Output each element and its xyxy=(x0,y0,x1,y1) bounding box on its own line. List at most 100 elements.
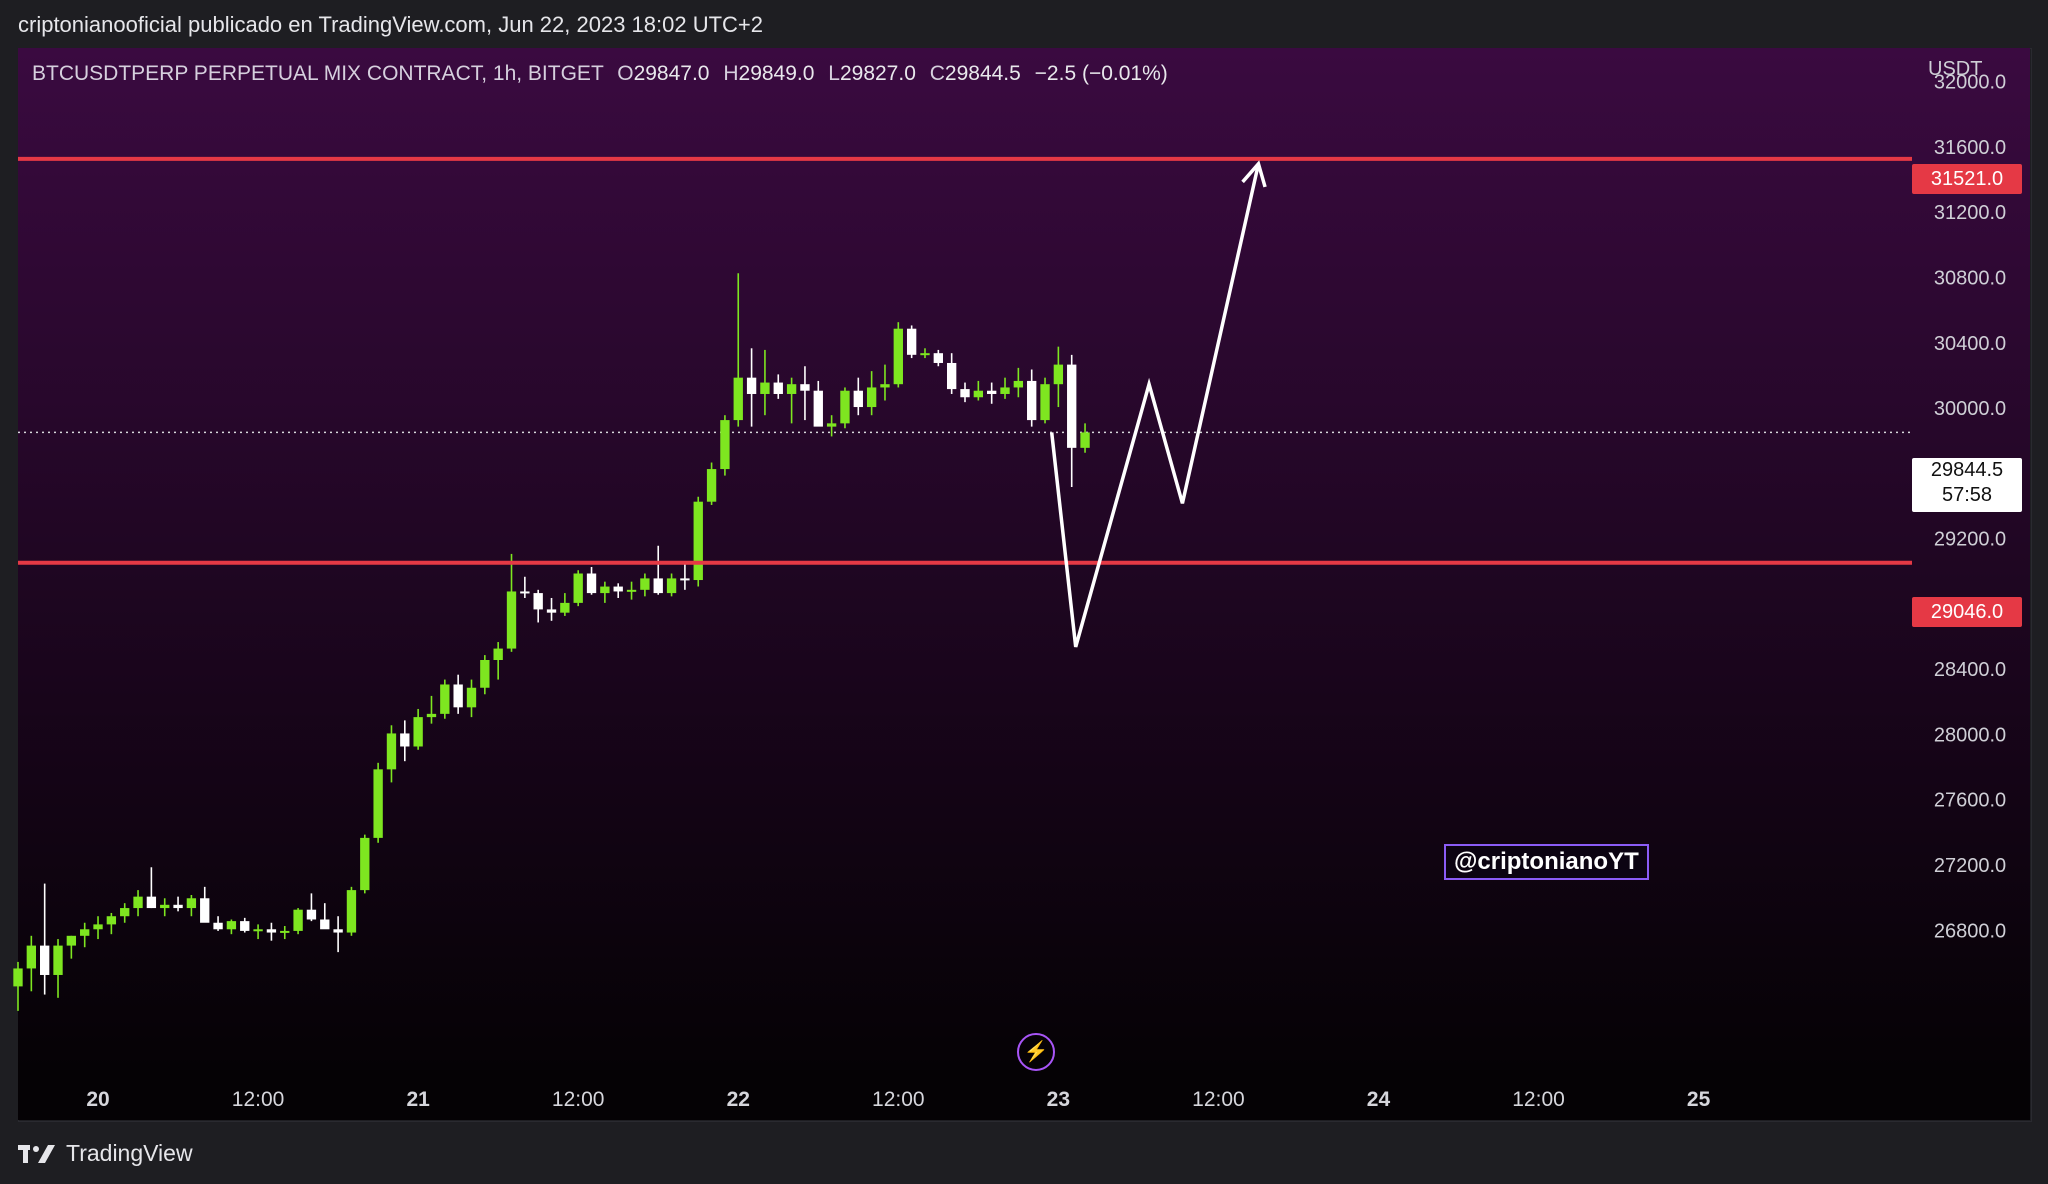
x-tick-label: 24 xyxy=(1367,1088,1391,1111)
x-tick-label: 12:00 xyxy=(1192,1088,1245,1111)
candle-body xyxy=(280,930,290,933)
chart-background xyxy=(18,48,2030,1068)
x-tick-label: 12:00 xyxy=(552,1088,605,1111)
low-label: L xyxy=(828,62,840,85)
candle-body xyxy=(920,353,930,356)
x-tick-label: 25 xyxy=(1687,1088,1711,1111)
candle-body xyxy=(266,929,277,933)
candle-body xyxy=(866,387,877,408)
candle-body xyxy=(120,908,130,917)
candle-body xyxy=(893,328,903,385)
candle-body xyxy=(213,922,223,930)
level-bottom-label: 29046.0 xyxy=(1912,597,2022,627)
symbol-name: BTCUSDTPERP PERPETUAL MIX CONTRACT, 1h, … xyxy=(32,62,604,85)
publisher-line: criptonianooficial publicado en TradingV… xyxy=(18,12,764,37)
open-label: O xyxy=(617,62,634,85)
candle-body xyxy=(880,384,890,388)
currency-label[interactable]: USDT xyxy=(1928,58,1983,80)
x-tick-label: 12:00 xyxy=(1512,1088,1565,1111)
candle-body xyxy=(733,377,743,421)
candle-body xyxy=(826,423,837,427)
candle-body xyxy=(360,837,370,891)
candle-body xyxy=(373,769,383,838)
x-tick-label: 21 xyxy=(406,1088,430,1111)
candle-body xyxy=(106,916,117,925)
change-value: −2.5 (−0.01%) xyxy=(1034,62,1168,85)
high-value: 29849.0 xyxy=(738,62,815,85)
level-top-label: 31521.0 xyxy=(1912,164,2022,194)
candle-body xyxy=(93,924,103,930)
candle-body xyxy=(706,469,717,502)
y-tick-label: 31200.0 xyxy=(1934,202,2006,224)
candle-body xyxy=(1080,432,1090,448)
x-tick-label: 22 xyxy=(727,1088,750,1111)
candle-body xyxy=(80,929,90,936)
last-price-label: 29844.5 xyxy=(1930,459,2004,481)
close-value: 29844.5 xyxy=(944,62,1021,85)
y-tick-label: 26800.0 xyxy=(1934,920,2006,942)
candle-body xyxy=(573,573,583,603)
candle-body xyxy=(1027,380,1037,421)
candle-body xyxy=(240,921,250,931)
candle-body xyxy=(933,353,943,363)
candle-body xyxy=(186,898,197,909)
candle-body xyxy=(906,328,917,355)
projection-arrowhead xyxy=(1241,160,1267,188)
lightning-icon[interactable]: ⚡ xyxy=(1017,1033,1055,1071)
candle-body xyxy=(600,586,610,594)
projection-path[interactable] xyxy=(1049,163,1261,648)
candle-body xyxy=(800,384,810,391)
x-tick-label: 20 xyxy=(86,1088,109,1111)
candle-body xyxy=(466,687,477,708)
candle-body xyxy=(493,648,503,660)
candle-body xyxy=(160,904,170,909)
candle-body xyxy=(333,929,343,933)
candle-body xyxy=(346,890,357,933)
candle-body xyxy=(133,896,143,909)
countdown-label: 57:58 xyxy=(1941,484,1993,506)
candle-body xyxy=(506,591,517,649)
candle-body xyxy=(720,420,730,470)
candle-body xyxy=(813,390,823,427)
y-tick-label: 27200.0 xyxy=(1934,855,2006,877)
candle-body xyxy=(666,578,677,594)
candle-body xyxy=(293,909,303,931)
candle-body xyxy=(480,660,490,688)
candle-body xyxy=(400,733,410,747)
candle-body xyxy=(40,945,50,975)
candle-body xyxy=(987,390,997,394)
candle-body xyxy=(146,896,157,909)
candle-body xyxy=(960,389,970,398)
candle-body xyxy=(200,898,210,923)
high-label: H xyxy=(723,62,739,85)
candle-body xyxy=(173,904,183,909)
candle-body xyxy=(1040,384,1050,421)
y-tick-label: 32000.0 xyxy=(1934,72,2006,94)
x-tick-label: 12:00 xyxy=(232,1088,285,1111)
candle-body xyxy=(426,713,437,718)
candle-body xyxy=(640,578,650,590)
candle-body xyxy=(786,384,797,394)
y-tick-label: 31600.0 xyxy=(1934,137,2006,159)
candle-body xyxy=(680,578,690,581)
candle-body xyxy=(693,501,703,581)
candle-body xyxy=(840,390,850,424)
x-tick-label: 23 xyxy=(1047,1088,1070,1111)
y-tick-label: 30800.0 xyxy=(1934,267,2006,289)
candle-body xyxy=(440,684,450,714)
symbol-legend: BTCUSDTPERP PERPETUAL MIX CONTRACT, 1h, … xyxy=(32,62,1168,86)
candle-body xyxy=(520,591,530,594)
y-tick-label: 28400.0 xyxy=(1934,659,2006,681)
footer[interactable]: TradingView xyxy=(18,1140,193,1167)
candle-body xyxy=(226,921,237,930)
last-price-box: 29844.5 57:58 xyxy=(1912,458,2022,512)
candle-body xyxy=(653,578,663,594)
candle-body xyxy=(306,909,317,920)
y-tick-label: 30000.0 xyxy=(1934,398,2006,420)
candle-body xyxy=(386,733,397,770)
x-tick-label: 12:00 xyxy=(872,1088,925,1111)
candle-body xyxy=(253,929,263,932)
footer-brand: TradingView xyxy=(66,1140,193,1166)
candle-body xyxy=(1067,364,1077,448)
